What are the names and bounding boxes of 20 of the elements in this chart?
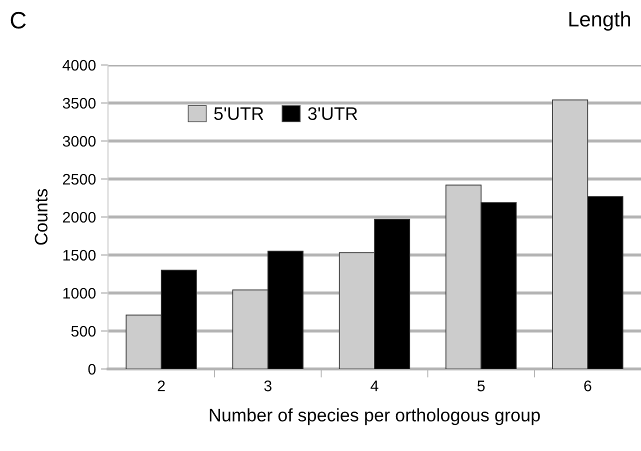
y-tick-label: 3000 bbox=[62, 136, 96, 147]
legend-label: 3'UTR bbox=[308, 107, 358, 120]
y-tick-label: 1000 bbox=[63, 288, 96, 299]
text: Length bbox=[569, 11, 630, 31]
y-tick-label: 3500 bbox=[62, 98, 96, 109]
x-tick-label: 4 bbox=[370, 380, 378, 392]
x-tick-label: 5 bbox=[477, 380, 485, 392]
y-tick-label: 500 bbox=[71, 326, 96, 337]
y-tick-label: 1500 bbox=[63, 250, 96, 261]
legend-label: 5'UTR bbox=[214, 107, 264, 120]
y-axis-title: Counts bbox=[34, 189, 48, 245]
y-tick-label: 2500 bbox=[62, 174, 96, 185]
x-axis-title: Number of species per orthologous group bbox=[210, 408, 540, 426]
x-tick-label: 6 bbox=[584, 380, 592, 392]
text: C bbox=[10, 12, 26, 29]
x-tick-label: 2 bbox=[158, 380, 165, 392]
y-tick-label: 4000 bbox=[62, 60, 96, 71]
y-tick-label: 2000 bbox=[62, 212, 96, 223]
y-tick-label: 0 bbox=[88, 364, 96, 375]
x-tick-label: 3 bbox=[264, 380, 272, 392]
